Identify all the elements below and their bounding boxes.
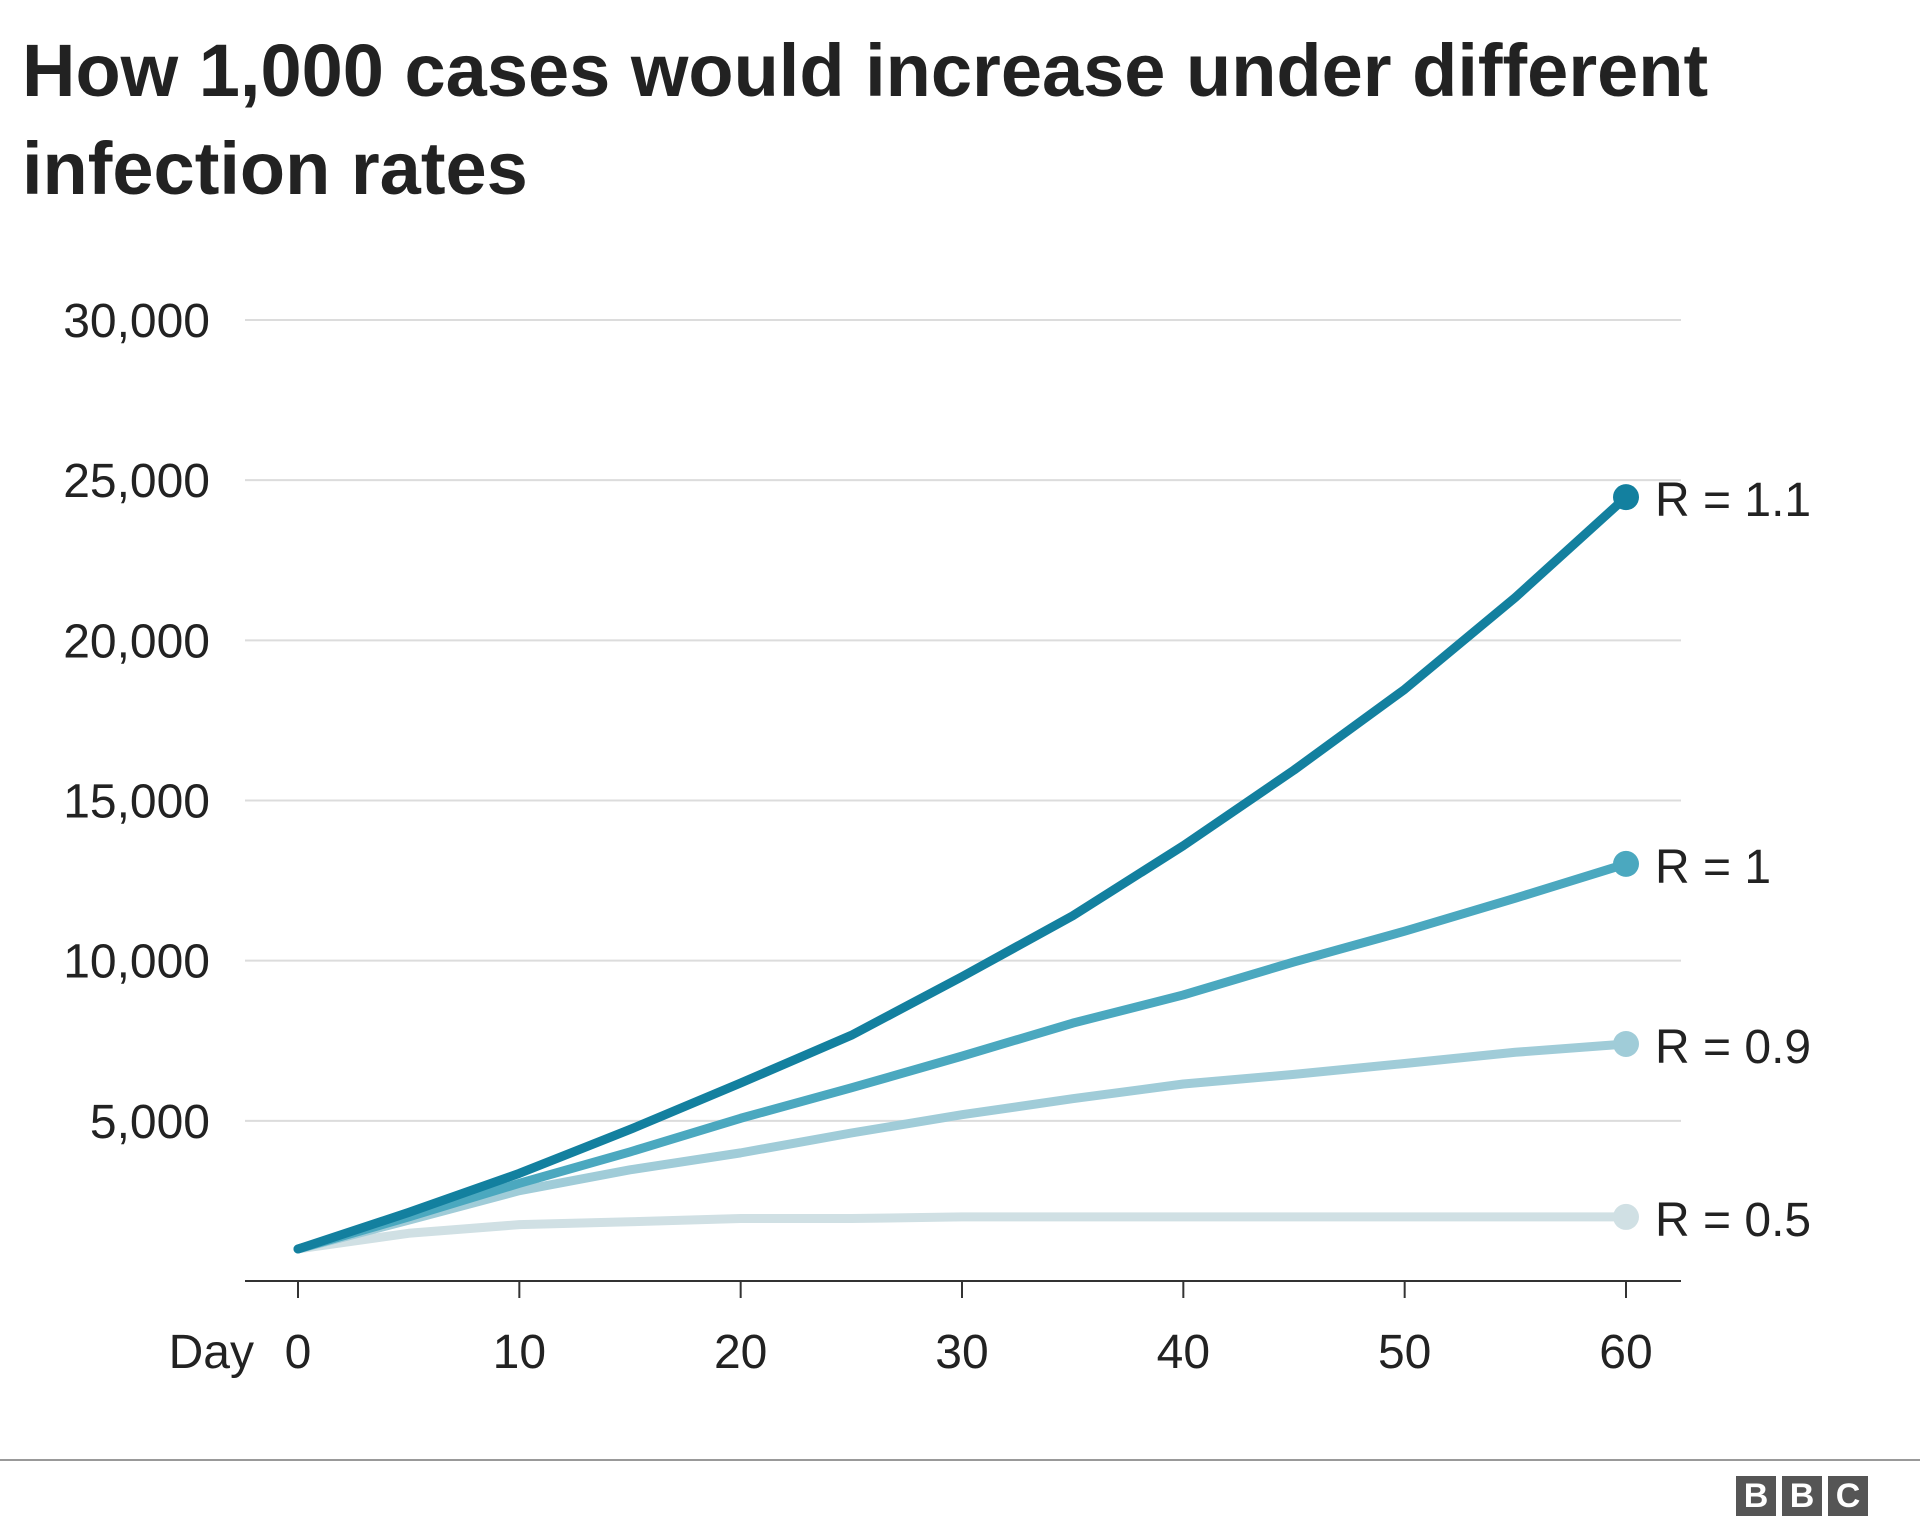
logo-letter: B <box>1782 1476 1822 1516</box>
x-axis-label: Day <box>169 1326 254 1379</box>
y-tick-label: 25,000 <box>63 455 210 508</box>
series-label: R = 1 <box>1655 841 1771 894</box>
logo-letter: B <box>1736 1476 1776 1516</box>
series-end-marker-3 <box>1613 1203 1639 1230</box>
line-chart: 5,000 10,000 15,000 20,000 25,000 30,000 0 10 20… <box>63 295 1811 1379</box>
x-tick-label: 40 <box>1157 1326 1210 1379</box>
series-line-0 <box>293 492 1631 1254</box>
series-line-2 <box>293 1039 1631 1254</box>
x-tick-label: 10 <box>493 1326 546 1379</box>
x-tick-label: 60 <box>1599 1326 1652 1379</box>
x-tick-label: 20 <box>714 1326 767 1379</box>
y-tick-label: 5,000 <box>90 1096 210 1149</box>
series-label: R = 1.1 <box>1655 474 1811 527</box>
series-label: R = 0.9 <box>1655 1021 1811 1074</box>
series-end-marker-2 <box>1613 1030 1639 1057</box>
bbc-logo: B B C <box>1736 1476 1868 1516</box>
series-end-marker-1 <box>1613 850 1639 877</box>
y-tick-label: 10,000 <box>63 936 210 989</box>
x-tick-label: 0 <box>285 1326 312 1379</box>
chart-title: How 1,000 cases would increase under dif… <box>22 29 1709 210</box>
x-tick-label: 30 <box>935 1326 988 1379</box>
y-tick-label: 30,000 <box>63 295 210 348</box>
series-end-marker-0 <box>1613 484 1639 511</box>
logo-letter: C <box>1828 1476 1868 1516</box>
y-tick-label: 20,000 <box>63 615 210 668</box>
footer-divider <box>0 1459 1920 1461</box>
series-line-3 <box>293 1212 1631 1254</box>
x-tick-label: 50 <box>1378 1326 1431 1379</box>
series-line-1 <box>293 859 1631 1254</box>
y-tick-label: 15,000 <box>63 776 210 829</box>
series-label: R = 0.5 <box>1655 1194 1811 1247</box>
